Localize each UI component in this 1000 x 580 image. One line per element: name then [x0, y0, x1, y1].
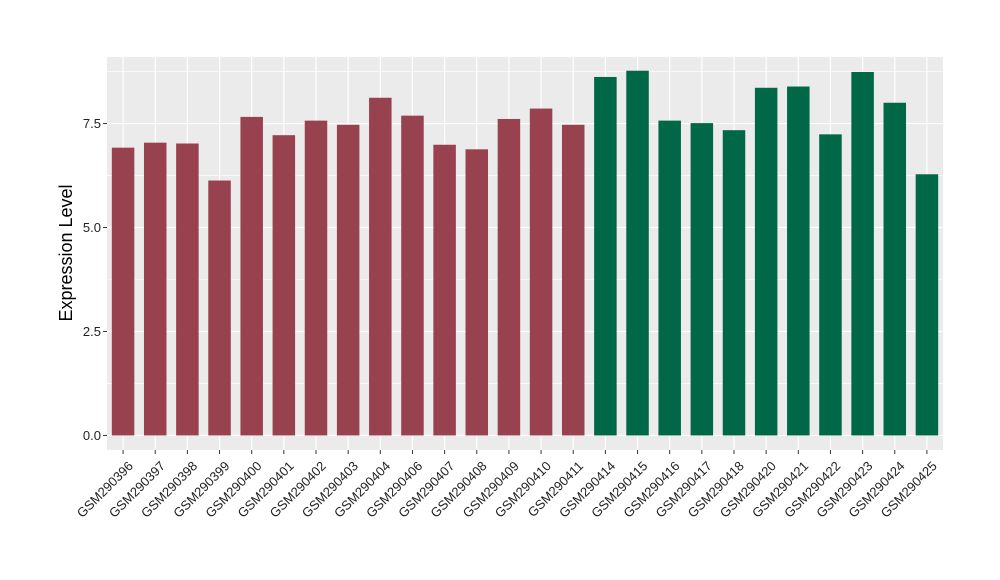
- bar: [690, 123, 714, 436]
- bar: [272, 135, 296, 436]
- bar: [111, 147, 135, 436]
- bar: [369, 97, 392, 436]
- bar: [658, 120, 681, 436]
- bar: [143, 142, 167, 436]
- bar: [176, 143, 199, 436]
- bar: [433, 144, 456, 436]
- bar: [722, 130, 746, 436]
- bar: [304, 120, 328, 436]
- y-tick-label: 0.0: [83, 428, 101, 443]
- y-axis: 0.0 2.5 5.0 7.5: [83, 116, 107, 443]
- bar: [851, 71, 874, 436]
- bar: [465, 149, 489, 436]
- y-axis-title: Expression Level: [56, 184, 76, 321]
- bar: [594, 76, 617, 436]
- bar: [561, 124, 585, 436]
- bar: [883, 102, 907, 436]
- y-tick-label: 5.0: [83, 220, 101, 235]
- x-axis: GSM290396GSM290397GSM290398GSM290399GSM2…: [74, 450, 940, 521]
- plot-panel: [107, 57, 943, 450]
- bar: [529, 108, 553, 436]
- y-tick-label: 2.5: [83, 324, 101, 339]
- bar: [336, 124, 360, 436]
- bar: [787, 86, 810, 436]
- bar: [240, 116, 263, 436]
- bar: [626, 70, 649, 436]
- y-tick-label: 7.5: [83, 116, 101, 131]
- bar: [497, 118, 521, 436]
- bar: [819, 134, 842, 436]
- bar: [754, 87, 778, 436]
- bar: [401, 115, 424, 436]
- bar: [208, 180, 231, 436]
- bar: [915, 174, 939, 436]
- bars: [111, 70, 939, 436]
